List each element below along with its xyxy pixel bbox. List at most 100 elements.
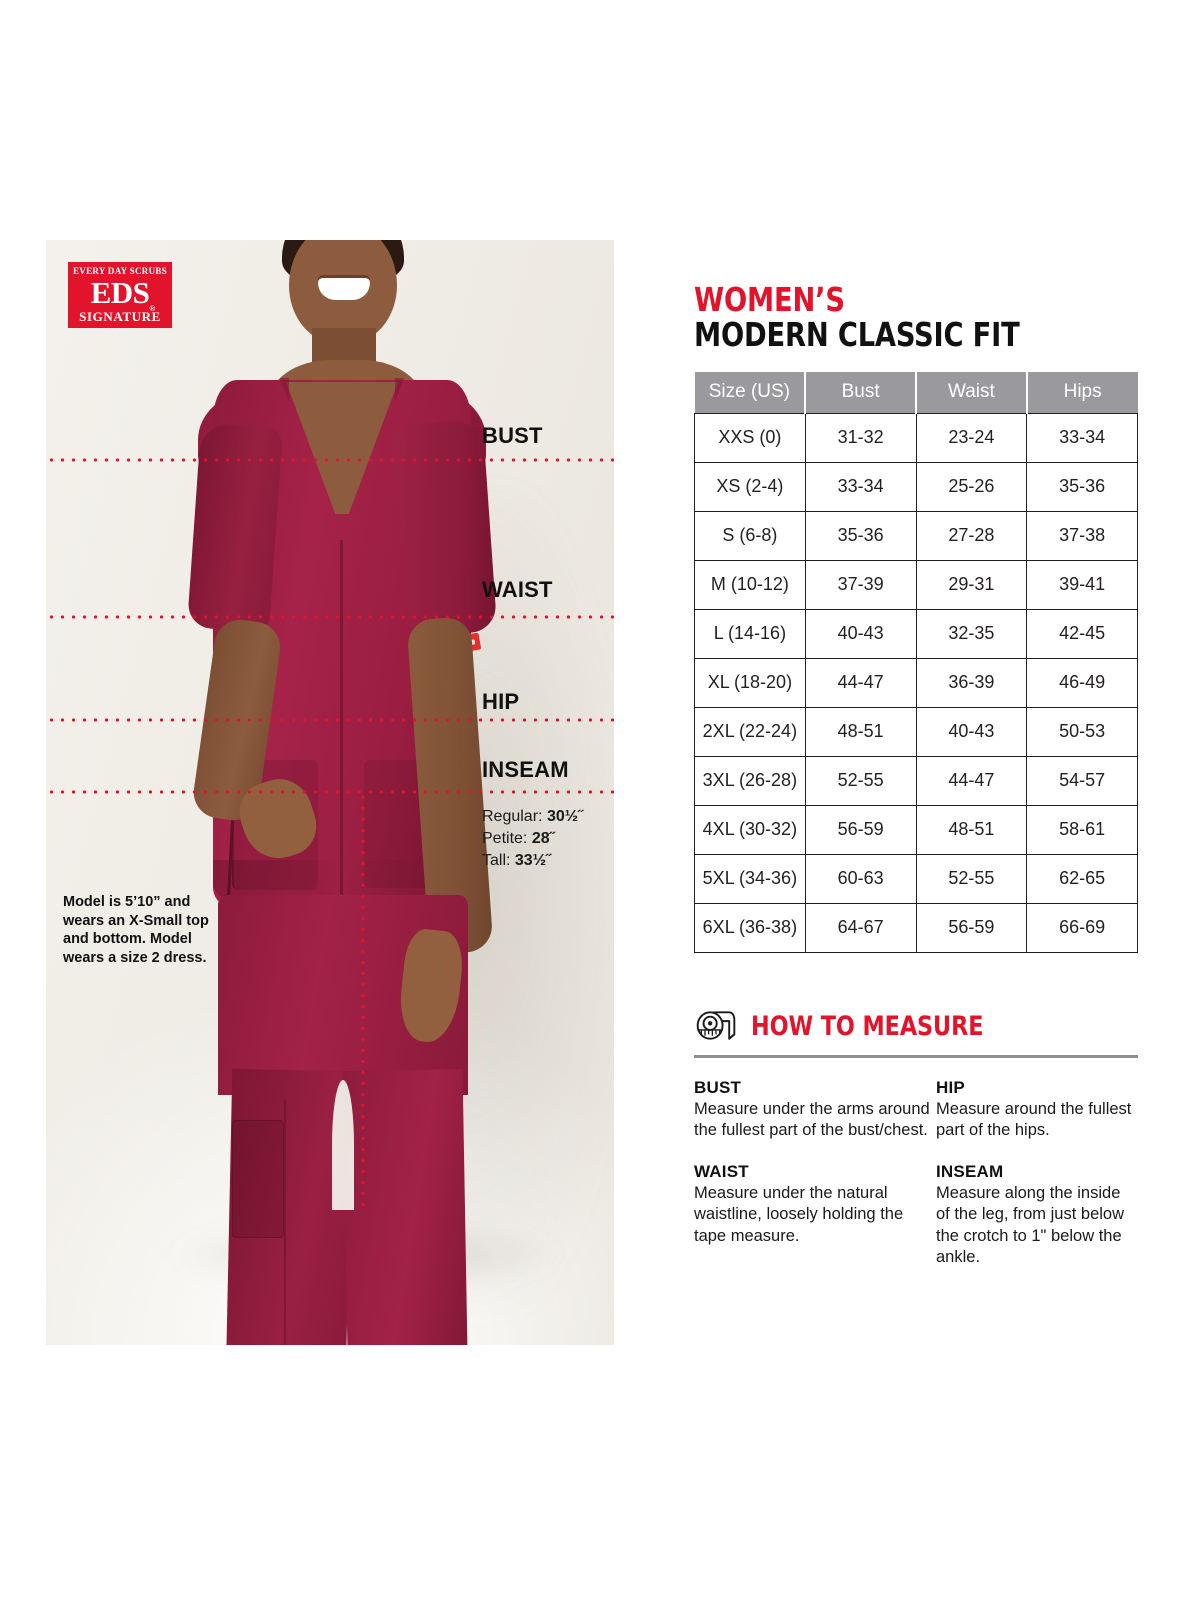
cell-bust: 56-59 [804,804,917,855]
cell-size: 3XL (26-28) [694,755,806,806]
cell-waist: 29-31 [915,559,1028,610]
cell-hips: 58-61 [1026,804,1138,855]
guide-label-waist: WAIST [482,577,553,602]
inseam-petite-label: Petite: [482,830,528,847]
cell-waist: 52-55 [915,853,1028,904]
table-row: 3XL (26-28) 52-55 44-47 54-57 [694,755,1138,806]
measure-title-hip: HIP [936,1077,965,1097]
table-row: S (6-8) 35-36 27-28 37-38 [694,510,1138,561]
cell-bust: 31-32 [804,412,917,463]
inseam-vertical-guide-line [361,792,365,1212]
inseam-regular-value: 30½˝ [546,808,584,825]
column-header-bust: Bust [805,372,917,413]
cell-size: XXS (0) [694,412,806,463]
inseam-tall-label: Tall: [482,852,511,869]
cell-waist: 32-35 [915,608,1028,659]
cell-hips: 54-57 [1026,755,1138,806]
inseam-tall-value: 33½˝ [514,852,552,869]
inseam-petite: Petite: 28˝ [482,828,583,850]
scrub-pants-inseam-seam [284,1100,286,1345]
inseam-regular: Regular: 30½˝ [482,806,583,828]
cell-waist: 40-43 [915,706,1028,757]
model-figure [46,240,614,1345]
table-row: 4XL (30-32) 56-59 48-51 58-61 [694,804,1138,855]
scrub-pants-cargo-pocket [232,1120,284,1238]
measure-block-waist: WAIST Measure under the natural waistlin… [694,1162,936,1269]
cell-waist: 23-24 [915,412,1028,463]
table-row: M (10-12) 37-39 29-31 39-41 [694,559,1138,610]
table-row: L (14-16) 40-43 32-35 42-45 [694,608,1138,659]
cell-hips: 50-53 [1026,706,1138,757]
cell-bust: 64-67 [804,902,917,953]
cell-waist: 56-59 [915,902,1028,953]
cell-size: 2XL (22-24) [694,706,806,757]
cell-hips: 39-41 [1026,559,1138,610]
page-title-womens: WOMEN’S [694,280,845,319]
cell-bust: 35-36 [804,510,917,561]
column-header-hips: Hips [1026,372,1138,413]
hip-guide-line [46,718,614,722]
cell-hips: 66-69 [1026,902,1138,953]
table-row: XL (18-20) 44-47 36-39 46-49 [694,657,1138,708]
guide-label-bust: BUST [482,423,543,448]
how-to-measure-heading: HOW TO MEASURE [694,1009,1138,1045]
cell-waist: 27-28 [915,510,1028,561]
inseam-tall: Tall: 33½˝ [482,850,583,872]
cell-size: S (6-8) [694,510,806,561]
cell-waist: 48-51 [915,804,1028,855]
measure-text-waist: Measure under the natural waistline, loo… [694,1183,904,1245]
table-row: XXS (0) 31-32 23-24 33-34 [694,412,1138,463]
logo-subtitle: SIGNATURE [79,309,161,324]
measure-block-hip: HIP Measure around the fullest part of t… [936,1078,1138,1142]
cell-bust: 40-43 [804,608,917,659]
measure-text-bust: Measure under the arms around the fulles… [694,1099,930,1140]
cell-bust: 52-55 [804,755,917,806]
cell-size: L (14-16) [694,608,806,659]
cell-hips: 46-49 [1026,657,1138,708]
cell-bust: 44-47 [804,657,917,708]
measure-block-inseam: INSEAM Measure along the inside of the l… [936,1162,1138,1269]
page-title-fit: MODERN CLASSIC FIT [694,315,1020,354]
size-table-header-row: Size (US) Bust Waist Hips [694,372,1138,413]
measure-block-bust: BUST Measure under the arms around the f… [694,1078,936,1142]
measure-title-waist: WAIST [694,1161,749,1181]
guide-label-hip: HIP [482,689,520,714]
logo-tagline: EVERY DAY SCRUBS [72,266,167,276]
size-table-body: XXS (0) 31-32 23-24 33-34 XS (2-4) 33-34 25-26… [694,412,1138,953]
cell-waist: 44-47 [915,755,1028,806]
table-row: 6XL (36-38) 64-67 56-59 66-69 [694,902,1138,953]
cell-hips: 35-36 [1026,461,1138,512]
cell-size: XL (18-20) [694,657,806,708]
measure-text-inseam: Measure along the inside of the leg, fro… [936,1183,1125,1267]
how-to-measure-title: HOW TO MEASURE [751,1011,984,1042]
inseam-values: Regular: 30½˝ Petite: 28˝ Tall: 33½˝ [482,806,583,872]
logo-registered-mark: ® [149,304,155,313]
size-info-panel: WOMEN’S MODERN CLASSIC FIT Size (US) Bus… [694,283,1138,1269]
waist-guide-line [46,615,614,619]
cell-waist: 25-26 [915,461,1028,512]
cell-bust: 37-39 [804,559,917,610]
inseam-petite-value: 28˝ [531,830,555,847]
eds-signature-logo: EVERY DAY SCRUBS EDS ® SIGNATURE [68,262,172,328]
how-to-measure-divider [694,1054,1138,1058]
scrub-pants-crotch-gap [332,1080,354,1210]
column-header-waist: Waist [916,372,1028,413]
cell-size: M (10-12) [694,559,806,610]
column-header-size: Size (US) [694,372,807,413]
measure-text-hip: Measure around the fullest part of the h… [936,1099,1132,1140]
guide-label-inseam: INSEAM [482,757,569,782]
cell-bust: 60-63 [804,853,917,904]
scrub-top-center-seam [340,540,343,895]
cell-size: 4XL (30-32) [694,804,806,855]
model-note: Model is 5’10” and wears an X-Small top … [63,894,209,966]
tape-measure-icon [696,1010,736,1040]
cell-bust: 48-51 [804,706,917,757]
cell-size: 6XL (36-38) [694,902,806,953]
cell-hips: 33-34 [1026,412,1138,463]
table-row: 2XL (22-24) 48-51 40-43 50-53 [694,706,1138,757]
scrub-top-sleeve-right [394,419,498,637]
scrub-top-sleeve-left [186,422,284,633]
model-smile [318,278,370,300]
cell-bust: 33-34 [804,461,917,512]
